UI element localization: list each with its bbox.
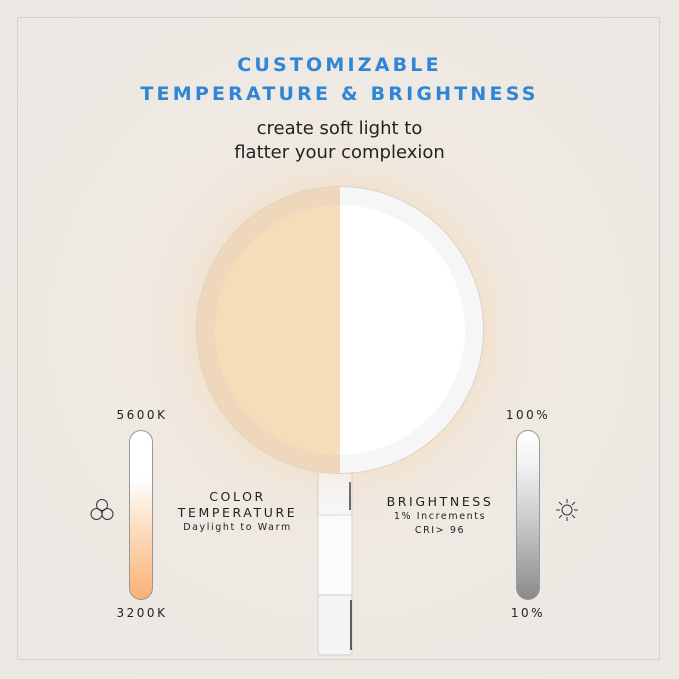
headline-line-2: TEMPERATURE & BRIGHTNESS (140, 83, 539, 105)
color-temperature-title-1: COLOR (209, 489, 266, 504)
headline-line-1: CUSTOMIZABLE (237, 54, 442, 76)
brightness-max-label: 100% (505, 408, 551, 422)
temperature-max-label: 5600K (116, 408, 168, 422)
brightness-increments: 1% Increments (393, 511, 487, 522)
brightness-cri: CRI> 96 (414, 525, 466, 536)
brightness-caption: BRIGHTNESS 1% Increments CRI> 96 (375, 494, 505, 538)
lamp-stand (317, 470, 353, 656)
ring-light-panel (215, 205, 465, 455)
subtitle-line-2: flatter your complexion (234, 142, 445, 163)
border-frame (17, 17, 660, 660)
brightness-gradient-bar (516, 430, 540, 600)
subtitle-line-1: create soft light to (256, 118, 423, 139)
brightness-min-label: 10% (510, 606, 546, 620)
three-circles-icon (90, 499, 114, 520)
color-temperature-caption: COLOR TEMPERATURE Daylight to Warm (170, 489, 305, 535)
color-temperature-description: Daylight to Warm (183, 522, 292, 533)
temperature-gradient-bar (129, 430, 153, 600)
brightness-title: BRIGHTNESS (386, 494, 494, 509)
temperature-min-label: 3200K (116, 606, 168, 620)
sun-icon (556, 499, 578, 521)
ring-light (197, 187, 483, 473)
color-temperature-title-2: TEMPERATURE (177, 505, 298, 520)
